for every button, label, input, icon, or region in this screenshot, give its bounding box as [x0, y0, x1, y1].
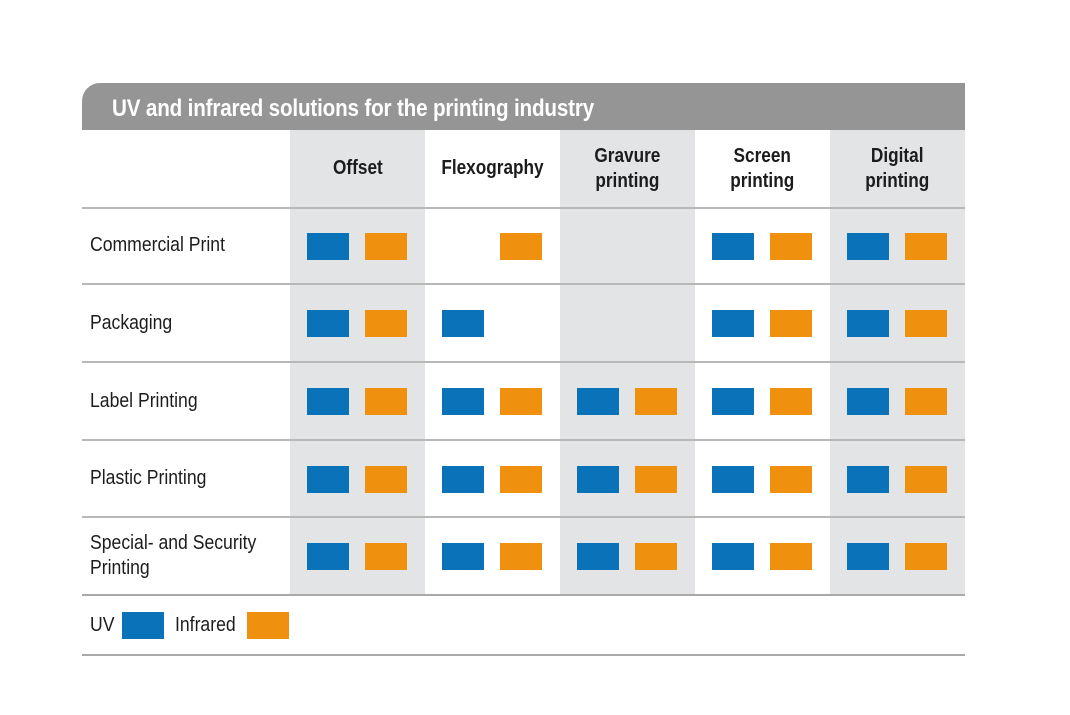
infrared-mark: [365, 466, 407, 493]
legend-uv-label: UV: [90, 614, 115, 636]
uv-mark: [577, 388, 619, 415]
row-label-text: Special- and Security Printing: [90, 532, 257, 579]
infrared-mark: [905, 543, 947, 570]
row-divider: [82, 516, 965, 518]
row-label-text: Label Printing: [90, 389, 198, 412]
infrared-mark: [770, 310, 812, 337]
row-label: Label Printing: [90, 362, 290, 440]
uv-mark: [847, 466, 889, 493]
uv-mark: [307, 233, 349, 260]
legend-infrared-label: Infrared: [175, 614, 236, 636]
legend-uv: UV: [90, 612, 164, 639]
infrared-mark: [770, 543, 812, 570]
uv-mark: [712, 310, 754, 337]
infrared-mark: [770, 233, 812, 260]
uv-mark: [442, 388, 484, 415]
infrared-mark: [500, 233, 542, 260]
infrared-mark: [905, 233, 947, 260]
column-header-label: Digital printing: [865, 144, 930, 192]
uv-mark: [847, 388, 889, 415]
infrared-mark: [500, 388, 542, 415]
row-divider: [82, 361, 965, 363]
uv-mark: [847, 543, 889, 570]
column-header: Offset: [290, 130, 425, 207]
row-label: Plastic Printing: [90, 440, 290, 517]
row-divider: [82, 594, 965, 596]
legend-infrared: Infrared: [175, 612, 289, 639]
uv-mark: [442, 543, 484, 570]
legend-uv-swatch: [122, 612, 164, 639]
column-header: Gravure printing: [560, 130, 695, 207]
legend-infrared-swatch: [247, 612, 289, 639]
infrared-mark: [905, 310, 947, 337]
infrared-mark: [635, 466, 677, 493]
chart-title-bar: UV and infrared solutions for the printi…: [82, 83, 965, 130]
infrared-mark: [905, 466, 947, 493]
row-divider: [82, 654, 965, 656]
infrared-mark: [635, 388, 677, 415]
infrared-mark: [365, 310, 407, 337]
row-label: Packaging: [90, 284, 290, 362]
column-header-label: Screen printing: [730, 144, 795, 192]
infrared-mark: [905, 388, 947, 415]
uv-mark: [307, 466, 349, 493]
uv-mark: [712, 233, 754, 260]
uv-mark: [712, 543, 754, 570]
column-header: Digital printing: [830, 130, 965, 207]
column-header: Screen printing: [695, 130, 830, 207]
row-label-text: Packaging: [90, 311, 173, 334]
column-header: Flexography: [425, 130, 560, 207]
row-divider: [82, 439, 965, 441]
chart-title: UV and infrared solutions for the printi…: [112, 94, 595, 122]
infrared-mark: [770, 388, 812, 415]
row-label-text: Plastic Printing: [90, 467, 207, 489]
uv-mark: [442, 466, 484, 493]
column-header-label: Flexography: [441, 157, 544, 179]
row-divider: [82, 283, 965, 285]
uv-mark: [307, 543, 349, 570]
row-divider: [82, 207, 965, 209]
infrared-mark: [500, 543, 542, 570]
uv-mark: [577, 543, 619, 570]
uv-mark: [442, 310, 484, 337]
infrared-mark: [365, 233, 407, 260]
row-label: Special- and Security Printing: [90, 517, 290, 595]
infrared-mark: [365, 388, 407, 415]
uv-mark: [577, 466, 619, 493]
uv-mark: [307, 310, 349, 337]
uv-mark: [307, 388, 349, 415]
column-header-label: Offset: [332, 157, 383, 179]
column-header-label: Gravure printing: [594, 144, 661, 192]
row-label-text: Commercial Print: [90, 234, 225, 256]
uv-mark: [847, 310, 889, 337]
uv-mark: [712, 466, 754, 493]
infrared-mark: [500, 466, 542, 493]
infrared-mark: [365, 543, 407, 570]
infrared-mark: [635, 543, 677, 570]
infrared-mark: [770, 466, 812, 493]
uv-mark: [847, 233, 889, 260]
row-label: Commercial Print: [90, 207, 290, 284]
uv-mark: [712, 388, 754, 415]
